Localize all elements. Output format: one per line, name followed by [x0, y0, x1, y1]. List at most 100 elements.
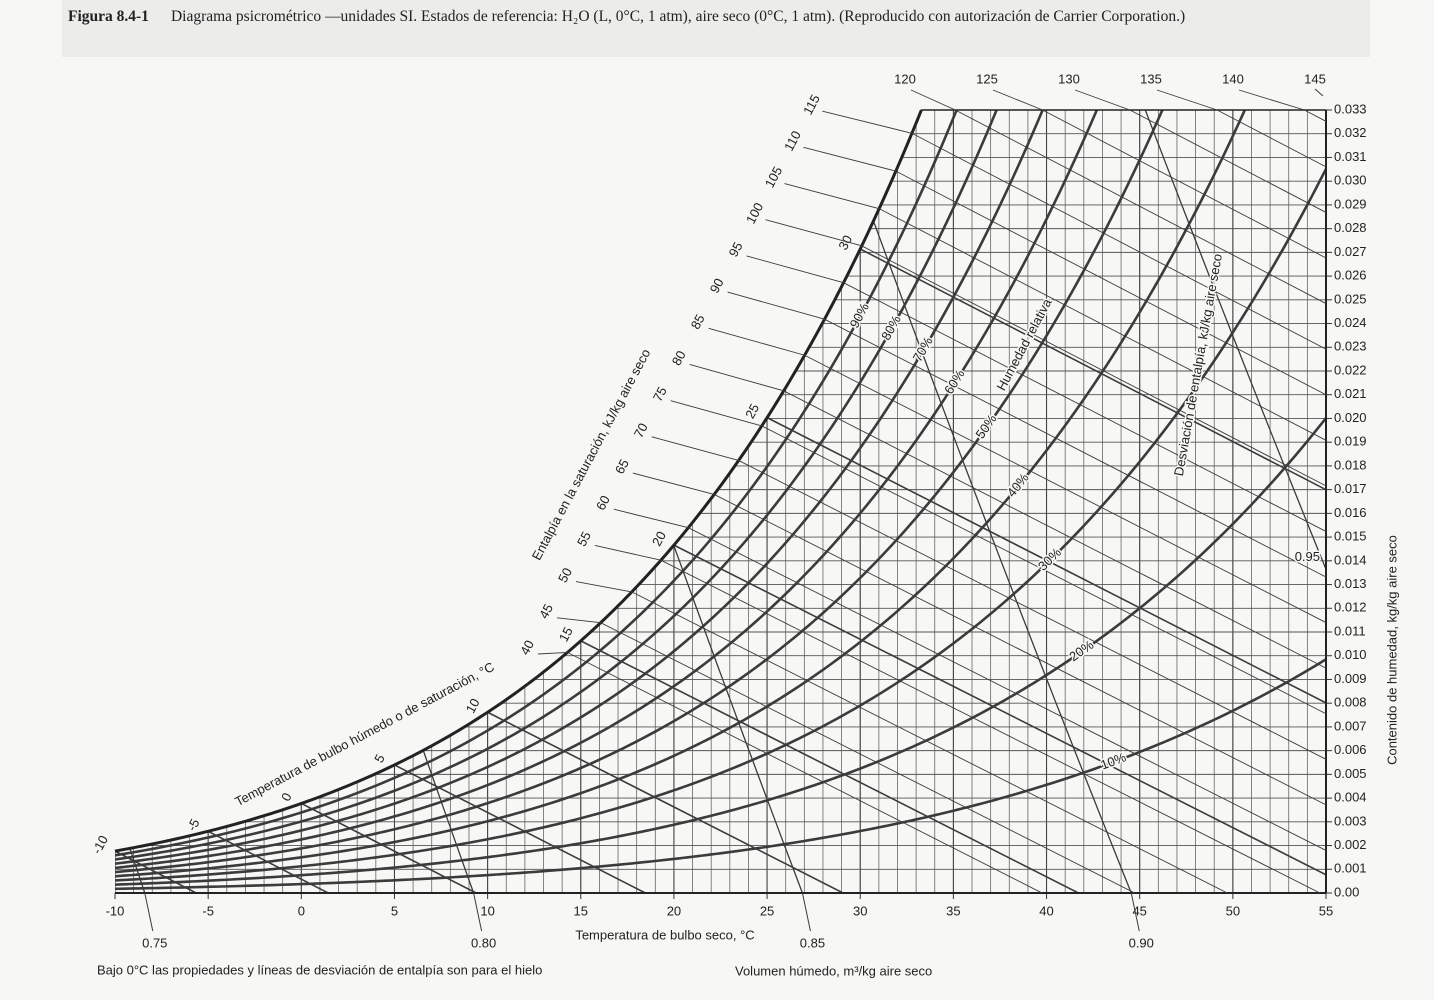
volume-line	[1144, 110, 1326, 893]
y-tick-label: 0.006	[1334, 742, 1367, 757]
y-tick-label: 0.032	[1334, 125, 1367, 140]
volume-label: Volumen húmedo, m³/kg aire seco	[735, 963, 932, 978]
y-tick-label: 0.011	[1334, 623, 1366, 638]
enthalpy-value: 115	[800, 92, 823, 117]
x-tick-label: 35	[946, 903, 960, 918]
enthalpy-line	[746, 255, 1327, 532]
y-tick-label: 0.018	[1334, 457, 1367, 472]
volume-value: 0.95	[1295, 549, 1320, 564]
enthalpy-value: 90	[707, 276, 727, 296]
volume-leader	[473, 892, 483, 932]
y-tick-label: 0.026	[1334, 268, 1367, 283]
enthalpy-line	[537, 651, 1043, 894]
enthalpy-line	[575, 581, 1228, 894]
y-tick-label: 0.030	[1334, 173, 1367, 188]
enthalpy-value: 100	[743, 200, 766, 226]
enthalpy-line	[765, 219, 1327, 487]
wet-bulb-label: Temperatura de bulbo húmedo o de saturac…	[232, 659, 496, 809]
volume-leader	[1130, 892, 1140, 932]
y-tick-label: 0.019	[1334, 434, 1367, 449]
enthalpy-value: 45	[536, 601, 556, 621]
volume-leader	[801, 892, 811, 932]
x-tick-label: 50	[1226, 903, 1240, 918]
enthalpy-line	[708, 327, 1327, 623]
rh-curve	[115, 110, 1249, 878]
y-tick-label: 0.005	[1334, 766, 1367, 781]
x-tick-label: 40	[1039, 903, 1053, 918]
enthalpy-line	[910, 89, 1327, 304]
y-tick-label: 0.014	[1334, 552, 1367, 567]
enthalpy-value: 65	[612, 457, 632, 477]
volume-line	[115, 110, 146, 893]
wet-bulb-value: 30	[835, 233, 855, 253]
y-tick-label: 0.023	[1334, 339, 1367, 354]
y-axis-label: Contenido de humedad, kg/kg aire seco	[1384, 535, 1399, 765]
x-tick-label: -10	[106, 903, 125, 918]
wet-bulb-value: -5	[184, 816, 203, 833]
y-tick-label: 0.008	[1334, 695, 1367, 710]
rh-curve	[115, 110, 1048, 865]
wet-bulb-value: 10	[463, 696, 483, 716]
y-tick-label: 0.021	[1334, 386, 1367, 401]
y-tick-label: 0.028	[1334, 220, 1367, 235]
enthalpy-line	[784, 183, 1327, 441]
enthalpy-line	[670, 400, 1327, 715]
y-tick-label: 0.004	[1334, 790, 1367, 805]
enthalpy-line	[556, 617, 1135, 894]
enthalpy-line	[651, 436, 1327, 760]
enthalpy-value: 50	[555, 565, 575, 585]
enthalpy-value: 110	[781, 128, 804, 153]
deviation-label: Desviación de entalpía, kJ/kg aire seco	[1171, 252, 1225, 477]
rh-value: 70%	[910, 334, 936, 364]
enthalpy-tick	[1314, 88, 1324, 97]
wet-bulb-value: 15	[556, 624, 576, 644]
y-tick-label: 0.013	[1334, 576, 1367, 591]
enthalpy-line	[1238, 89, 1327, 122]
enthalpy-line	[689, 364, 1327, 669]
enthalpy-value: 95	[726, 239, 746, 259]
y-tick-label: 0.025	[1334, 291, 1367, 306]
enthalpy-value: 130	[1058, 71, 1080, 86]
rh-curve	[115, 658, 1326, 891]
enthalpy-value: 80	[669, 348, 689, 368]
caption-text: Diagrama psicrométrico —unidades SI. Est…	[170, 8, 1186, 25]
rh-curve	[115, 110, 1002, 861]
wet-bulb-value: 5	[371, 752, 388, 765]
x-tick-label: 15	[574, 903, 588, 918]
rh-curve	[115, 168, 1326, 882]
x-axis-label: Temperatura de bulbo seco, °C	[575, 927, 754, 942]
y-tick-label: 0.001	[1334, 861, 1367, 876]
x-tick-label: 55	[1319, 903, 1333, 918]
note: Bajo 0°C las propiedades y líneas de des…	[97, 962, 542, 977]
enthalpy-value: 125	[976, 71, 998, 86]
enthalpy-value: 60	[593, 493, 613, 513]
volume-leader	[144, 892, 154, 932]
enthalpy-value: 85	[688, 312, 708, 332]
y-tick-label: 0.007	[1334, 718, 1367, 733]
rh-curve	[115, 110, 1165, 874]
enthalpy-line	[1074, 89, 1327, 213]
enthalpy-line	[632, 472, 1327, 806]
x-tick-label: 5	[391, 903, 398, 918]
y-tick-label: 0.020	[1334, 410, 1367, 425]
enthalpy-value: 145	[1304, 71, 1326, 86]
caption: Figura 8.4-1 Diagrama psicrométrico —unid…	[62, 0, 1370, 57]
wet-bulb-line	[580, 640, 1079, 893]
enthalpy-value: 40	[517, 638, 537, 658]
x-tick-label: -5	[202, 903, 214, 918]
enthalpy-value: 70	[631, 420, 651, 440]
enthalpy-value: 135	[1140, 71, 1162, 86]
x-tick-label: 0	[298, 903, 305, 918]
enthalpy-line	[822, 110, 1327, 350]
enthalpy-value: 55	[574, 529, 594, 549]
y-tick-label: 0.033	[1334, 101, 1367, 116]
volume-value: 0.85	[800, 935, 825, 950]
caption-number: Figura 8.4-1	[68, 8, 149, 25]
x-tick-label: 10	[480, 903, 494, 918]
enthalpy-value: 75	[650, 384, 670, 404]
wet-bulb-value: -10	[89, 833, 111, 857]
y-tick-label: 0.016	[1334, 505, 1367, 520]
saturation-curve	[114, 109, 923, 853]
rh-value: 80%	[878, 312, 904, 342]
